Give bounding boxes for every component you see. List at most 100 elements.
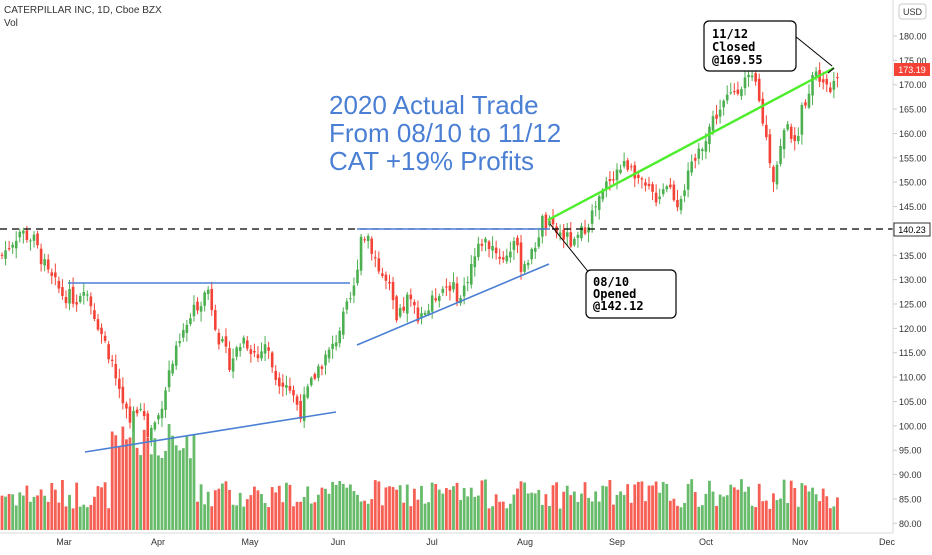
candle-body [441, 288, 445, 293]
volume-bar [427, 502, 430, 530]
volume-bar [679, 507, 683, 530]
volume-bar [288, 484, 292, 530]
candle-body [128, 406, 132, 423]
volume-bar [608, 479, 612, 530]
candles-layer [0, 62, 839, 447]
open-callout-pointer [549, 223, 591, 275]
candle-body [146, 413, 150, 438]
volume-bar [302, 497, 306, 530]
candle-body [395, 296, 398, 321]
volume-bar [39, 489, 43, 530]
candle-body [78, 296, 82, 302]
candle-body [821, 79, 825, 83]
y-tick-label: 110.00 [899, 373, 926, 383]
symbol-title: CATERPILLAR INC, 1D, Cboe BZX [4, 5, 162, 16]
candle-body [46, 259, 50, 270]
y-tick-label: 180.00 [899, 32, 927, 42]
candle-body [270, 352, 274, 368]
volume-bar [476, 495, 480, 530]
candle-body [277, 377, 281, 387]
volume-bar [7, 493, 11, 530]
volume-bar [285, 482, 288, 530]
candle-body [768, 134, 772, 164]
candle-body [797, 135, 800, 142]
candle-body [302, 394, 306, 421]
candle-body [836, 77, 839, 79]
volume-bar [117, 447, 121, 530]
volume-bar [46, 501, 50, 530]
candle-body [423, 312, 427, 315]
volume-bar [558, 508, 562, 530]
volume-bar [484, 479, 487, 530]
volume-bar [700, 505, 704, 530]
trade-line-end-marker [827, 67, 835, 74]
volume-bar [832, 506, 836, 530]
volume-bar [78, 506, 82, 530]
volume-bar [747, 486, 750, 530]
volume-bar [800, 483, 804, 530]
candle-body [381, 273, 384, 276]
volume-bar [21, 495, 25, 530]
volume-bar [544, 494, 548, 530]
candle-body [93, 310, 96, 319]
volume-bar [57, 502, 61, 530]
candle-body [409, 294, 413, 300]
candle-body [135, 409, 139, 414]
candle-body [217, 332, 221, 345]
volume-bar [455, 482, 459, 530]
candle-body [601, 189, 605, 200]
candle-body [210, 288, 214, 311]
candle-body [626, 160, 629, 170]
volume-bar [263, 502, 267, 530]
candle-body [313, 373, 317, 379]
trendline-support-early [84, 411, 337, 453]
volume-bar [352, 491, 356, 530]
candle-body [39, 248, 43, 265]
candle-body [398, 307, 402, 317]
volume-bar [764, 500, 768, 530]
y-tick-label: 115.00 [899, 348, 926, 358]
candle-body [391, 281, 395, 301]
volume-bar [452, 486, 455, 530]
currency-button[interactable] [898, 3, 927, 20]
volume-bar [32, 496, 36, 530]
candle-body [139, 408, 142, 410]
volume-bar [804, 485, 807, 530]
candle-body [658, 196, 661, 200]
volume-bar [93, 496, 96, 530]
close-callout-pointer [794, 35, 833, 67]
volume-bar [50, 483, 54, 530]
candle-body [103, 335, 107, 341]
volume-bar [231, 504, 235, 530]
volume-bar [366, 503, 370, 530]
candle-body [249, 349, 253, 355]
volume-bar [388, 486, 391, 530]
candle-body [715, 114, 718, 119]
volume-bar [132, 425, 135, 530]
candle-body [541, 216, 544, 237]
candle-body [309, 377, 313, 386]
volume-bar [82, 504, 86, 530]
volume-bar [157, 455, 160, 530]
candle-body [484, 238, 487, 243]
candle-body [228, 348, 231, 370]
volume-bar [661, 481, 665, 530]
volume-bar [793, 487, 797, 530]
candle-body [786, 124, 789, 130]
x-tick-label: May [241, 537, 259, 547]
volume-bar [519, 481, 523, 530]
volume-bar [160, 457, 164, 530]
candle-body [416, 307, 420, 322]
volume-bar [270, 487, 274, 530]
volume-bar [338, 481, 342, 530]
candle-body [281, 382, 285, 387]
candle-body [437, 296, 441, 301]
candle-body [89, 296, 93, 307]
candle-body [221, 339, 224, 342]
candle-body [405, 294, 409, 314]
volume-bar [14, 505, 18, 530]
volume-bar [459, 500, 462, 530]
y-tick-label: 145.00 [899, 202, 927, 212]
candle-body [61, 287, 64, 296]
candle-body [341, 311, 345, 335]
